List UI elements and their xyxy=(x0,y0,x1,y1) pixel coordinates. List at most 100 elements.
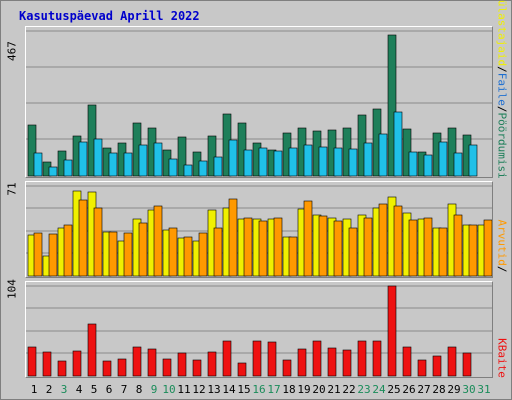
right-label-kbytes: KBaite xyxy=(495,338,509,378)
kbytes-bar-1-5 xyxy=(87,323,97,377)
visits-bar-1-29 xyxy=(447,127,457,177)
right-label-top: Külastajaid/Faile/Pöördumisi xyxy=(496,0,509,179)
right-labels: Külastajaid/Faile/Pöördumisi Arvutid/ KB… xyxy=(493,0,511,378)
hosts-bar-2-30 xyxy=(468,224,478,277)
x-tick-label-17: 17 xyxy=(267,383,281,396)
visits-bar-2-9 xyxy=(153,142,163,177)
hosts-bar-2-26 xyxy=(408,219,418,277)
hosts-bar-2-9 xyxy=(153,205,163,277)
x-tick-label-13: 13 xyxy=(207,383,221,396)
x-tick-label-16: 16 xyxy=(252,383,266,396)
x-tick-label-2: 2 xyxy=(45,383,53,396)
right-label-sep-3: / xyxy=(495,265,509,273)
visits-bar-2-17 xyxy=(273,150,283,177)
x-axis-labels: 1 2 3 4 5 6 7 8 9 10 11 12 13 14 15 16 17 18 19 20 21 22 23 24 2… xyxy=(25,383,491,397)
visits-bar-1-1 xyxy=(27,124,37,177)
right-label-middle: Arvutid/ xyxy=(496,220,509,273)
kbytes-bar-1-3 xyxy=(57,360,67,377)
kbytes-bar-1-29 xyxy=(447,346,457,377)
hosts-bar-2-29 xyxy=(453,214,463,277)
hosts-bar-2-21 xyxy=(333,220,343,277)
visits-bar-2-8 xyxy=(138,144,148,177)
visits-bar-2-3 xyxy=(63,159,73,177)
kbytes-bar-1-22 xyxy=(342,349,352,377)
kbytes-bar-1-27 xyxy=(417,359,427,377)
x-tick-label-6: 6 xyxy=(105,383,113,396)
x-tick-label-14: 14 xyxy=(222,383,236,396)
visits-bar-2-26 xyxy=(408,151,418,177)
x-tick-label-4: 4 xyxy=(75,383,83,396)
visits-svg xyxy=(26,30,492,177)
visits-bar-2-29 xyxy=(453,152,463,177)
visits-bar-1-15 xyxy=(237,122,247,177)
hosts-bar-2-4 xyxy=(78,199,88,277)
visits-bar-2-2 xyxy=(48,166,58,177)
hosts-bar-2-15 xyxy=(243,217,253,277)
kbytes-bar-1-13 xyxy=(207,351,217,377)
x-tick-label-19: 19 xyxy=(297,383,311,396)
middle-ymax-label: 71 xyxy=(5,182,19,196)
hosts-bar-2-28 xyxy=(438,227,448,277)
x-tick-label-26: 26 xyxy=(402,383,416,396)
x-tick-label-22: 22 xyxy=(342,383,356,396)
hosts-bar-2-25 xyxy=(393,205,403,277)
kbytes-bar-1-6 xyxy=(102,360,112,377)
kbytes-bar-1-14 xyxy=(222,340,232,377)
x-tick-label-9: 9 xyxy=(150,383,158,396)
x-tick-label-20: 20 xyxy=(312,383,326,396)
x-tick-label-5: 5 xyxy=(90,383,98,396)
hosts-bar-2-31 xyxy=(483,219,492,277)
right-label-hosts: Arvutid xyxy=(495,219,509,266)
x-tick-label-21: 21 xyxy=(327,383,341,396)
visits-bar-2-16 xyxy=(258,147,268,177)
panel-visits xyxy=(25,26,493,178)
hosts-bar-2-27 xyxy=(423,217,433,277)
bottom-ymax: 104 xyxy=(3,269,21,309)
visits-bar-2-27 xyxy=(423,154,433,177)
kbytes-bar-1-10 xyxy=(162,358,172,377)
x-tick-label-31: 31 xyxy=(477,383,491,396)
visits-bar-2-22 xyxy=(348,148,358,177)
hosts-bar-2-22 xyxy=(348,227,358,277)
hosts-bar-2-8 xyxy=(138,222,148,277)
x-tick-label-30: 30 xyxy=(462,383,476,396)
visits-bar-1-13 xyxy=(207,135,217,177)
hosts-bar-2-6 xyxy=(108,231,118,277)
hosts-bar-2-10 xyxy=(168,227,178,277)
visits-bar-2-25 xyxy=(393,111,403,177)
kbytes-bar-1-1 xyxy=(27,346,37,377)
kbytes-bar-1-28 xyxy=(432,355,442,377)
kbytes-bar-1-26 xyxy=(402,346,412,377)
kbytes-bar-1-19 xyxy=(297,348,307,377)
x-tick-label-23: 23 xyxy=(357,383,371,396)
visits-bar-2-10 xyxy=(168,158,178,177)
bottom-ymax-label: 104 xyxy=(5,279,19,299)
right-label-files: Faile xyxy=(495,72,509,106)
visits-bar-2-13 xyxy=(213,156,223,177)
visits-bar-2-24 xyxy=(378,133,388,177)
kbytes-bar-1-21 xyxy=(327,347,337,377)
kbytes-bar-1-2 xyxy=(42,351,52,377)
hosts-bar-2-7 xyxy=(123,232,133,277)
kbytes-bar-1-12 xyxy=(192,359,202,377)
right-label-visitors: Külastajaid xyxy=(495,0,509,67)
x-tick-label-28: 28 xyxy=(432,383,446,396)
x-tick-label-18: 18 xyxy=(282,383,296,396)
top-ymax: 467 xyxy=(3,31,21,71)
kbytes-bar-1-18 xyxy=(282,359,292,377)
kbytes-bar-1-8 xyxy=(132,346,142,377)
hosts-bar-2-16 xyxy=(258,220,268,277)
visits-bar-2-6 xyxy=(108,152,118,177)
kbytes-bar-1-7 xyxy=(117,358,127,377)
x-tick-label-15: 15 xyxy=(237,383,251,396)
visits-bar-2-18 xyxy=(288,147,298,177)
hosts-bar-2-20 xyxy=(318,215,328,277)
top-ymax-label: 467 xyxy=(5,41,19,61)
visits-bar-2-23 xyxy=(363,142,373,177)
hosts-bar-2-2 xyxy=(48,233,58,277)
visits-bar-2-1 xyxy=(33,152,43,177)
kbytes-bar-1-4 xyxy=(72,350,82,377)
x-tick-label-25: 25 xyxy=(387,383,401,396)
kbytes-bar-1-17 xyxy=(267,341,277,377)
visits-bar-2-19 xyxy=(303,144,313,177)
